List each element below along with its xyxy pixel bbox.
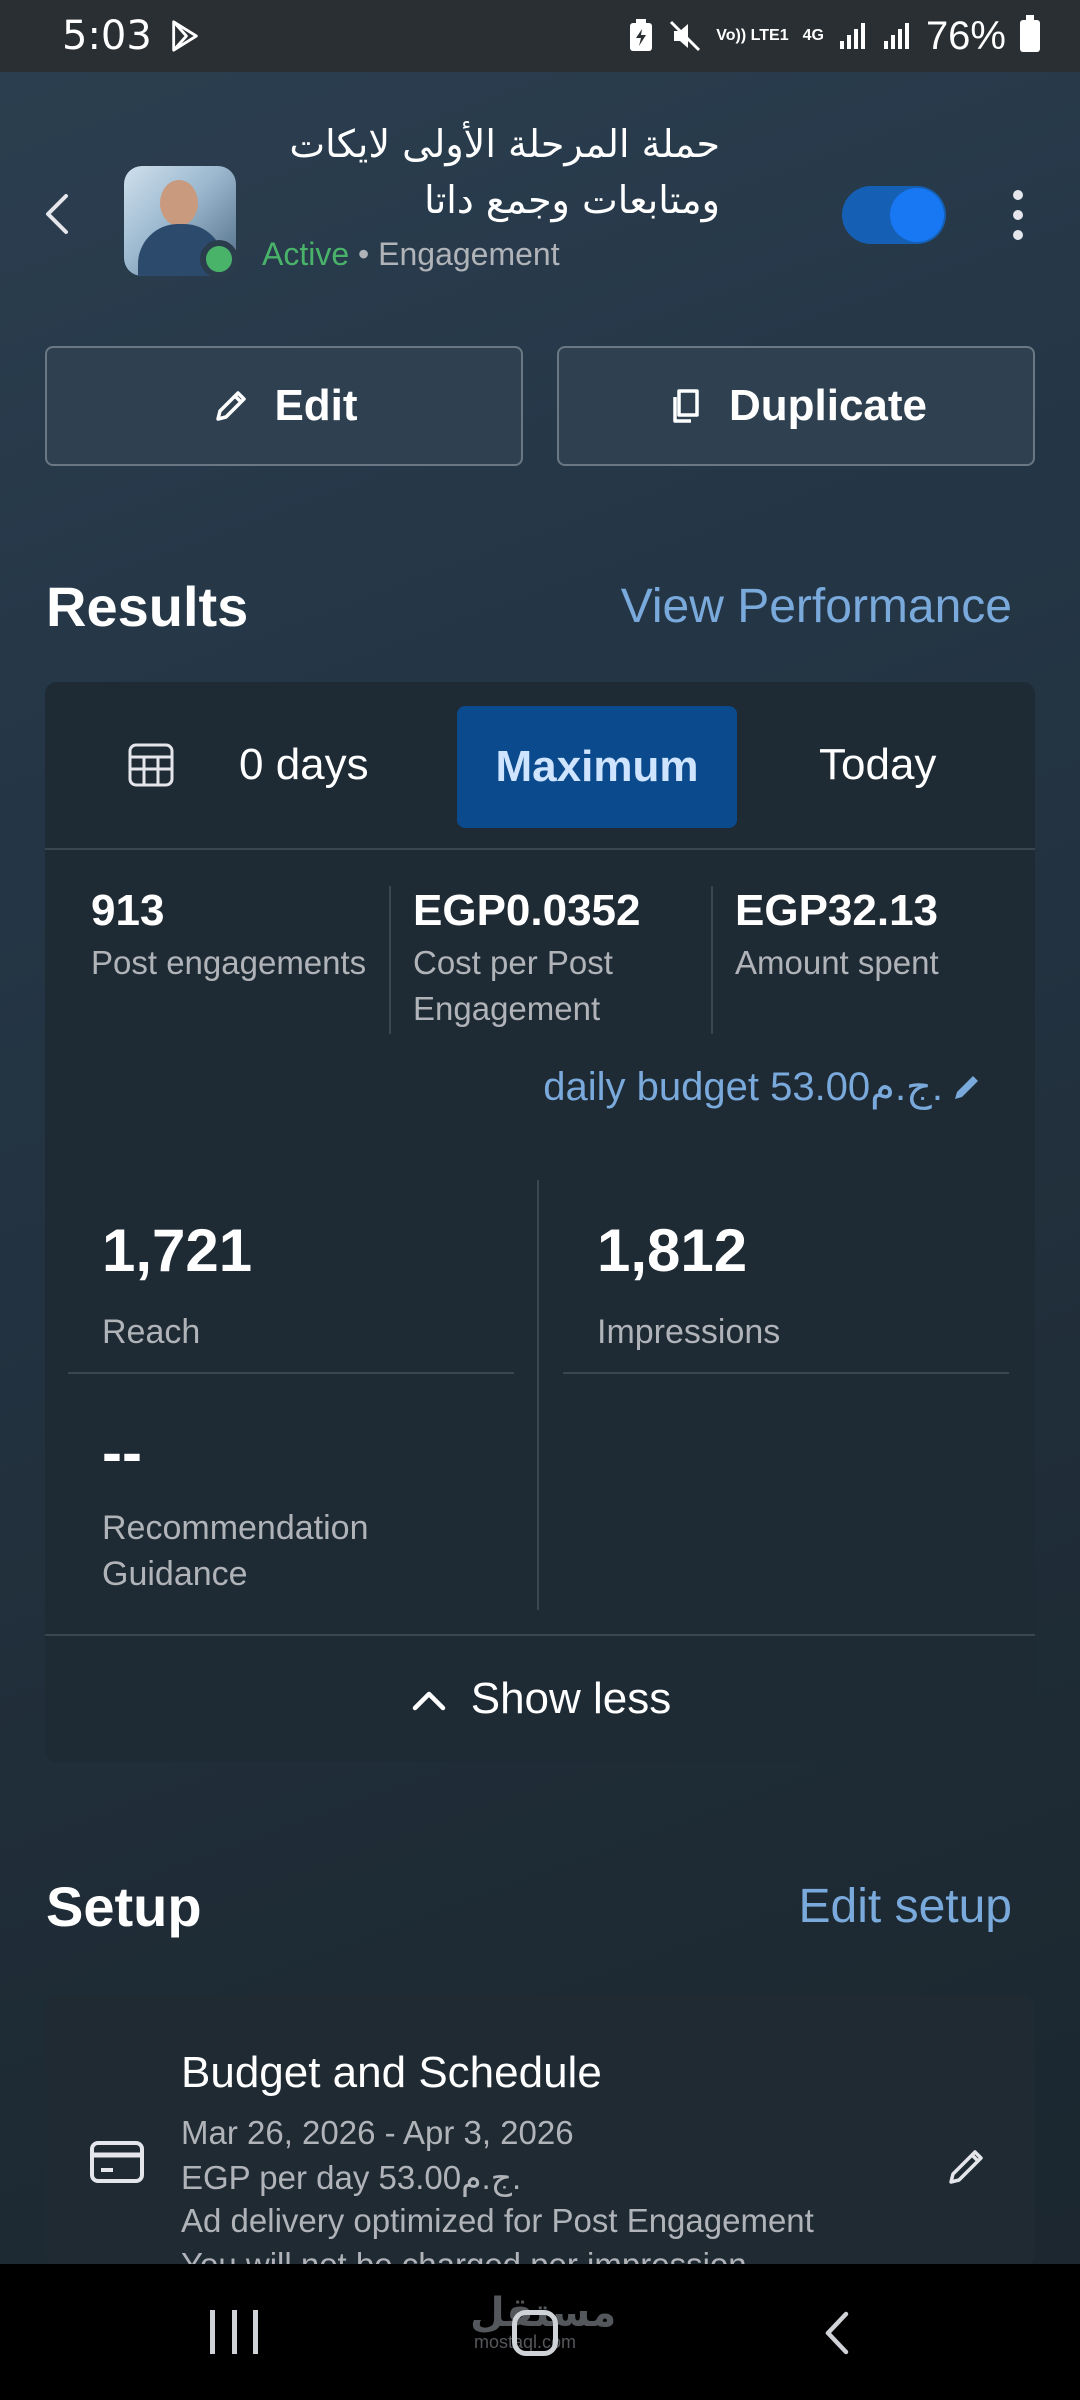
results-title: Results: [46, 575, 249, 638]
stat-column-divider: [537, 1180, 539, 1610]
campaign-title: حملة المرحلة الأولى لايكات ومتابعات وجمع…: [289, 122, 720, 222]
edit-setup-link[interactable]: Edit setup: [798, 1880, 1012, 1933]
results-card: 0 days Maximum Today 913 Post engagement…: [45, 682, 1035, 1762]
metric-value: 913: [91, 886, 165, 935]
stat-recommendation: -- Recommendation Guidance: [102, 1418, 422, 1597]
show-less-label: Show less: [470, 1674, 672, 1723]
credit-card-icon: [90, 2141, 144, 2183]
budget-schedule-title: Budget and Schedule: [181, 2048, 602, 2097]
results-header: Results View Performance: [46, 574, 1036, 639]
range-maximum-option[interactable]: Maximum: [457, 706, 737, 828]
status-active: Active: [262, 236, 350, 272]
home-icon[interactable]: [512, 2310, 558, 2356]
mute-icon: [670, 20, 701, 52]
pencil-icon[interactable]: [945, 2144, 989, 2188]
stat-label: Impressions: [597, 1313, 781, 1351]
schedule-dates: Mar 26, 2026 - Apr 3, 2026: [181, 2114, 574, 2151]
campaign-status-line: Active • Engagement: [262, 236, 560, 273]
avatar-head-shape: [160, 180, 198, 226]
stat-value: 1,721: [102, 1217, 253, 1284]
back-icon[interactable]: [820, 2308, 854, 2358]
toggle-knob: [890, 188, 944, 242]
signal-icon: [839, 23, 865, 49]
recent-apps-icon[interactable]: [210, 2310, 258, 2354]
edit-button-label: Edit: [274, 381, 358, 430]
range-today-option[interactable]: Today: [819, 740, 937, 789]
metric-divider: [711, 886, 713, 1034]
view-performance-link[interactable]: View Performance: [620, 580, 1012, 633]
setup-header: Setup Edit setup: [46, 1874, 1036, 1939]
metric-label: Cost per Post Engagement: [413, 944, 613, 1027]
system-nav-bar: مستقل mostaql.com: [0, 2264, 1080, 2400]
back-chevron-icon[interactable]: [40, 190, 76, 238]
network-type: 4G: [802, 27, 824, 44]
play-store-icon: [172, 20, 198, 52]
more-options-icon[interactable]: [1004, 190, 1032, 246]
pencil-icon: [955, 1076, 978, 1099]
stat-value: 1,812: [597, 1217, 748, 1284]
daily-budget-text: daily budget 53.00ج.م.: [543, 1065, 943, 1109]
pencil-icon: [216, 391, 247, 421]
budget-schedule-card[interactable]: Budget and Schedule Mar 26, 2026 - Apr 3…: [45, 1996, 1035, 2283]
duplicate-button-label: Duplicate: [728, 381, 928, 430]
metric-label: Amount spent: [735, 944, 939, 981]
status-time: 5:03: [62, 13, 152, 59]
status-icons: Vo)) LTE1 4G 76%: [628, 14, 1040, 59]
metric-label: Post engagements: [91, 944, 367, 981]
daily-budget-link[interactable]: daily budget 53.00ج.م.: [543, 1064, 985, 1110]
metric-divider: [389, 886, 391, 1034]
stat-divider: [563, 1372, 1009, 1374]
campaign-objective: Engagement: [378, 236, 560, 272]
metric-value: EGP32.13: [735, 886, 939, 935]
metric-cost-per-engagement: EGP0.0352 Cost per Post Engagement: [413, 886, 713, 1034]
stat-value: --: [102, 1419, 142, 1486]
metric-post-engagements: 913 Post engagements: [91, 886, 387, 1034]
budget-per-day: EGP per day 53.00ج.م.: [181, 2159, 522, 2196]
duplicate-button[interactable]: Duplicate: [557, 346, 1035, 466]
stat-divider: [68, 1372, 514, 1374]
date-range-selector: 0 days Maximum Today: [45, 682, 1035, 850]
status-bar: 5:03 Vo)) LTE1 4G 76%: [0, 0, 1080, 72]
calendar-icon[interactable]: [127, 742, 175, 788]
active-status-dot: [200, 240, 238, 278]
stat-label: Reach: [102, 1313, 201, 1351]
metric-value: EGP0.0352: [413, 886, 641, 935]
range-days-option[interactable]: 0 days: [239, 740, 369, 789]
duplicate-icon: [673, 389, 699, 423]
signal-icon-2: [883, 23, 909, 49]
status-separator: •: [358, 236, 370, 272]
battery-percent: 76%: [925, 13, 1006, 58]
campaign-toggle[interactable]: [842, 186, 946, 244]
chevron-up-icon: [412, 1691, 445, 1711]
show-less-button[interactable]: Show less: [45, 1634, 1035, 1762]
stat-reach: 1,721 Reach: [102, 1216, 252, 1355]
delivery-optimization: Ad delivery optimized for Post Engagemen…: [181, 2202, 814, 2239]
summary-metrics: 913 Post engagements EGP0.0352 Cost per …: [45, 886, 1035, 1036]
setup-title: Setup: [46, 1875, 202, 1938]
stat-label: Recommendation Guidance: [102, 1509, 369, 1593]
metric-amount-spent: EGP32.13 Amount spent: [735, 886, 1025, 1034]
volte-indicator: Vo)) LTE1: [716, 27, 789, 44]
stat-impressions: 1,812 Impressions: [597, 1216, 780, 1355]
battery-icon: [1020, 15, 1040, 52]
campaign-header: حملة المرحلة الأولى لايكات ومتابعات وجمع…: [0, 100, 1080, 300]
battery-saver-icon: [630, 19, 653, 51]
edit-button[interactable]: Edit: [45, 346, 523, 466]
